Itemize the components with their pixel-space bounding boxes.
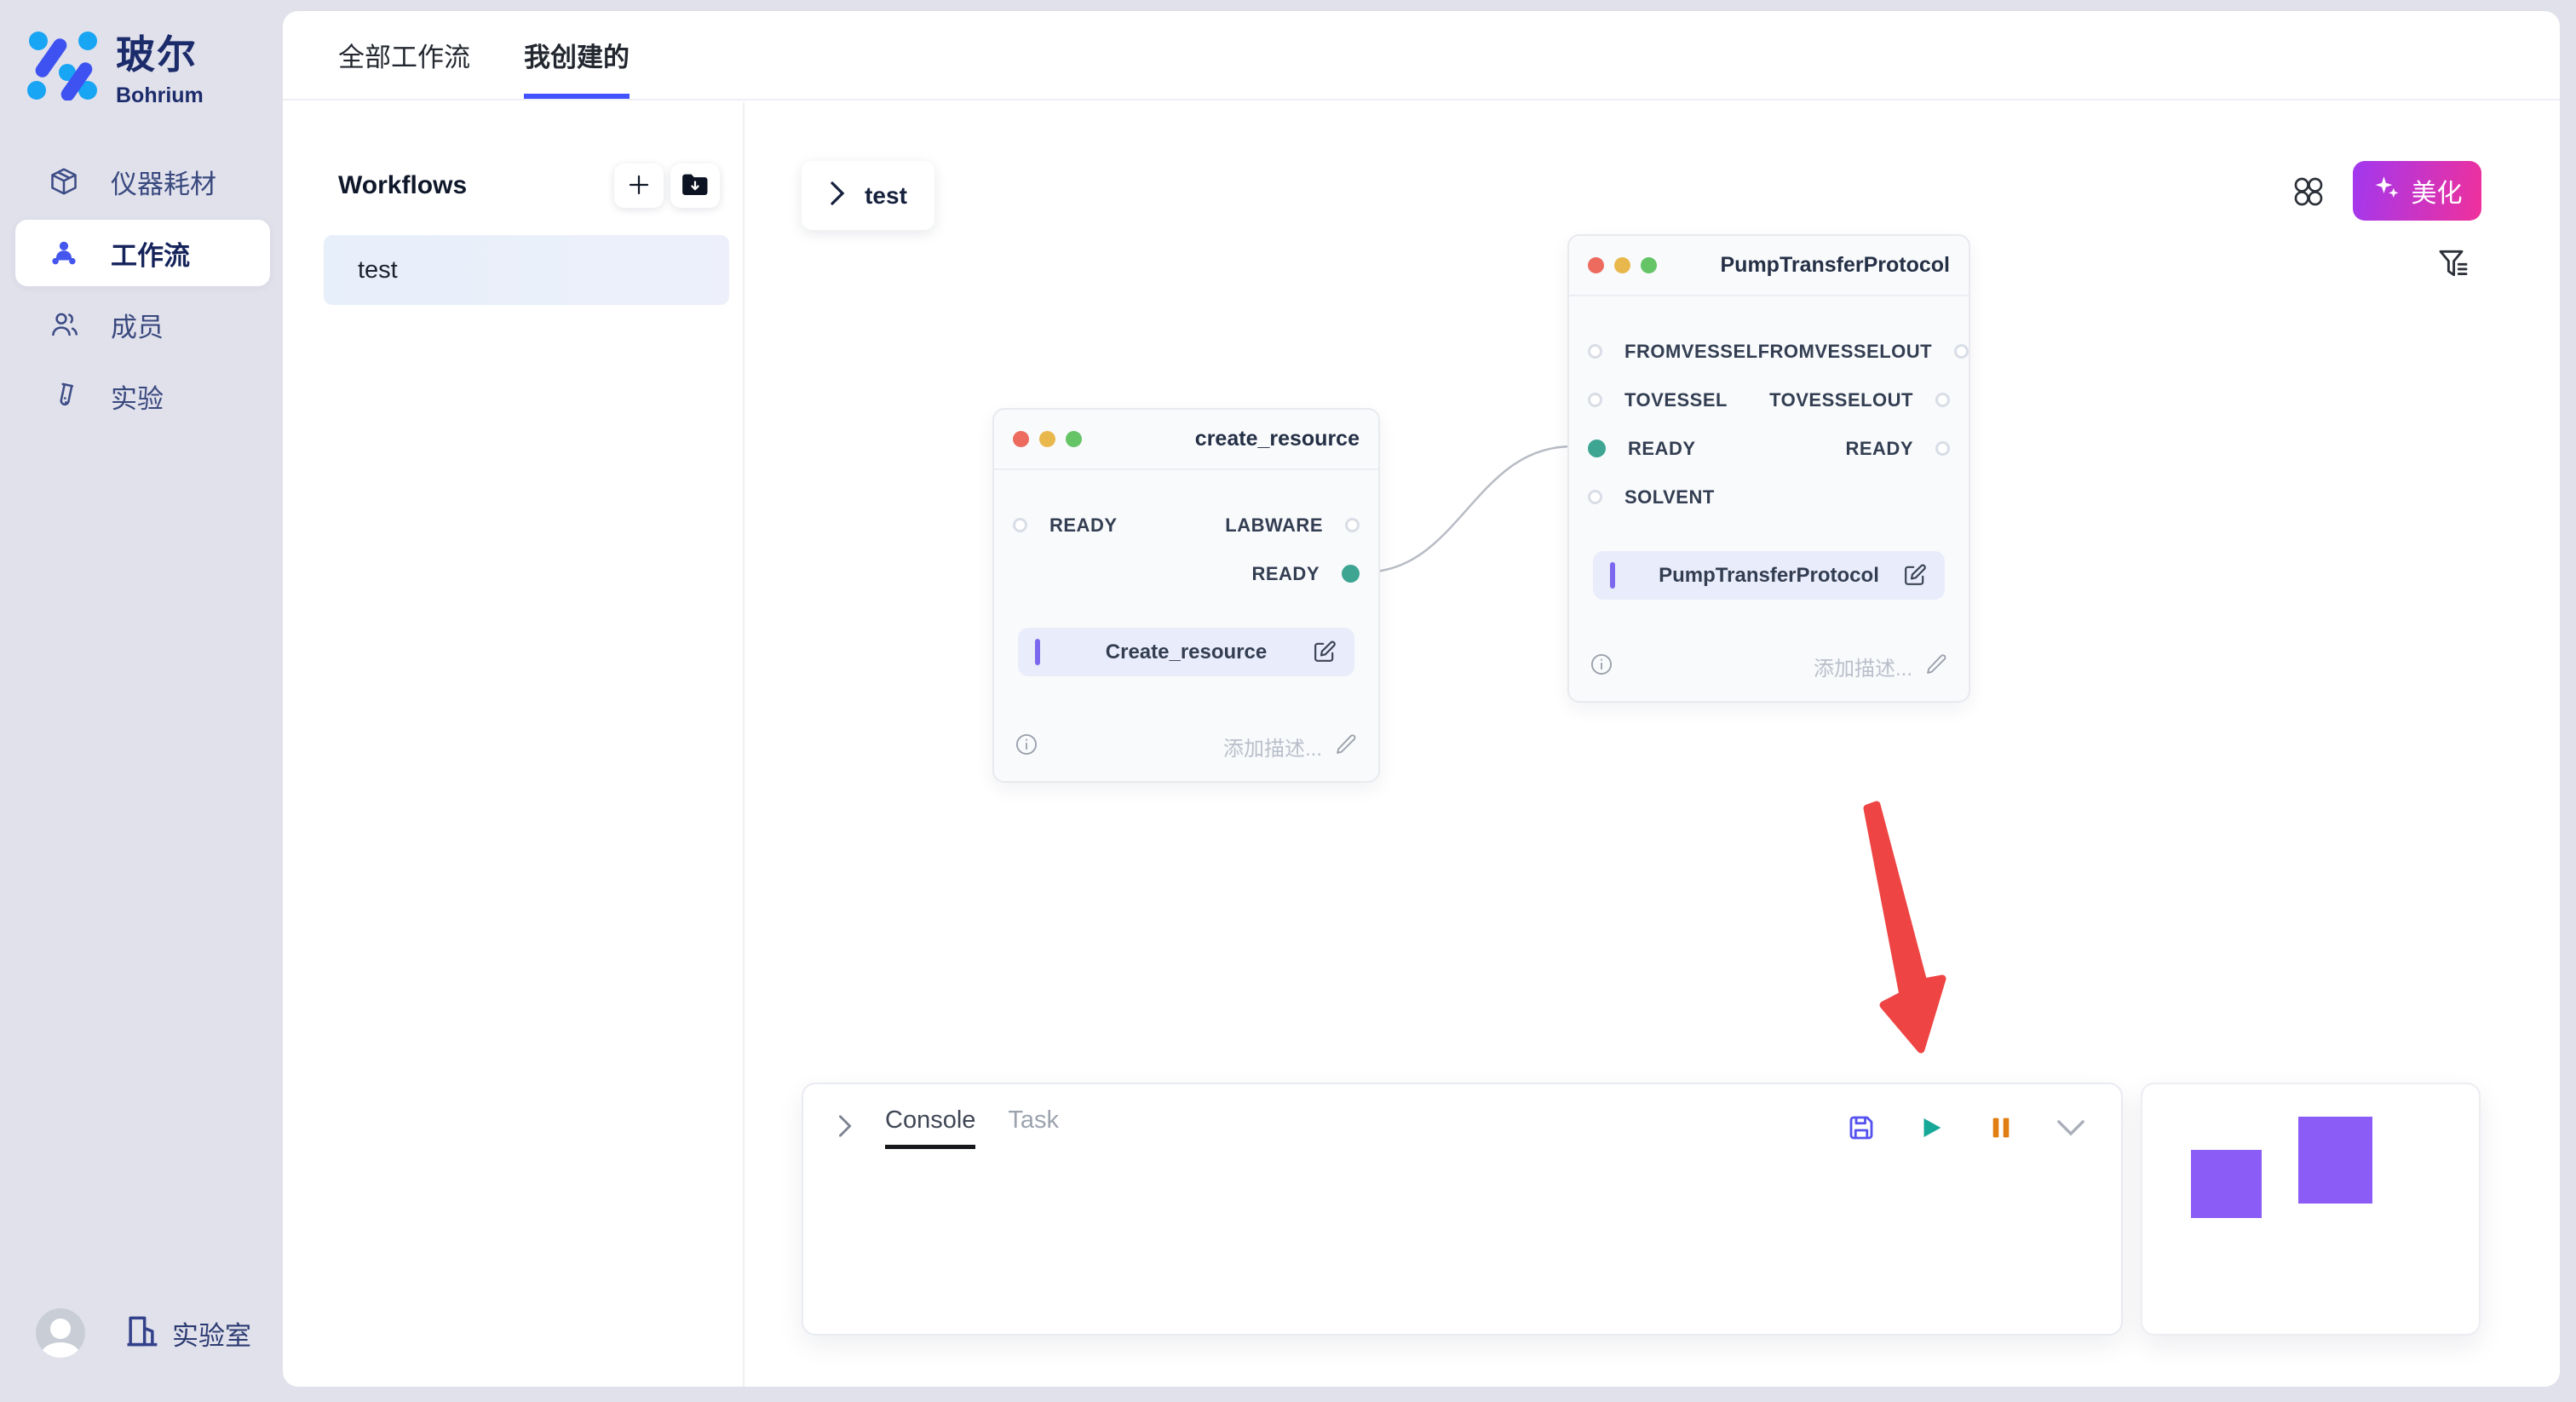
output-port-fromvesselout[interactable] xyxy=(1954,344,1969,359)
breadcrumb-label: test xyxy=(865,181,907,209)
tab-my-created[interactable]: 我创建的 xyxy=(524,11,630,99)
tab-task[interactable]: Task xyxy=(1008,1106,1060,1134)
lab-label: 实验室 xyxy=(172,1320,251,1351)
tab-console[interactable]: Console xyxy=(885,1106,976,1149)
package-box-icon xyxy=(49,165,79,198)
save-icon[interactable] xyxy=(1845,1112,1877,1144)
workflow-list-item[interactable]: test xyxy=(324,235,729,305)
sidebar-nav: 仪器耗材 工作流 xyxy=(0,143,283,434)
port-row: READY READY xyxy=(1569,424,1969,473)
brand-name-en: Bohrium xyxy=(116,83,204,107)
minimap-node-create-resource xyxy=(2191,1150,2262,1218)
output-port-ready[interactable] xyxy=(1935,441,1950,456)
pause-icon[interactable] xyxy=(1985,1112,2017,1144)
node-action-pill[interactable]: Create_resource xyxy=(1018,628,1354,676)
chevron-right-icon xyxy=(829,181,846,210)
info-icon[interactable] xyxy=(1590,652,1613,681)
collapse-chevron-icon[interactable] xyxy=(837,1114,853,1142)
dot-green xyxy=(1066,431,1082,447)
beautify-label: 美化 xyxy=(2411,180,2463,208)
workflow-group-icon xyxy=(49,237,79,269)
port-row: SOLVENT xyxy=(1569,473,1969,521)
add-workflow-button[interactable] xyxy=(614,164,664,208)
test-tube-icon xyxy=(49,380,79,412)
info-icon[interactable] xyxy=(1015,733,1038,761)
input-port-fromvessel[interactable] xyxy=(1588,344,1602,359)
port-row: TOVESSEL TOVESSELOUT xyxy=(1569,376,1969,424)
dot-yellow xyxy=(1039,431,1055,447)
port-row: FROMVESSEL FROMVESSELOUT xyxy=(1569,327,1969,376)
port-row: READY LABWARE xyxy=(994,501,1378,549)
dot-red xyxy=(1588,257,1604,273)
sidebar-item-label: 实验 xyxy=(111,383,164,414)
plus-icon xyxy=(626,172,652,200)
breadcrumb[interactable]: test xyxy=(802,161,934,230)
output-port-labware[interactable] xyxy=(1345,518,1360,532)
sidebar-item-label: 工作流 xyxy=(111,240,190,271)
tab-all-workflows[interactable]: 全部工作流 xyxy=(338,43,470,72)
dot-red xyxy=(1013,431,1029,447)
command-icon xyxy=(2291,175,2326,213)
sidebar-item-instruments[interactable]: 仪器耗材 xyxy=(15,148,270,215)
output-port-ready-connected[interactable] xyxy=(1342,565,1360,583)
description-placeholder[interactable]: 添加描述... xyxy=(1222,737,1322,761)
console-panel: Console Task xyxy=(802,1083,2123,1336)
pill-accent-bar xyxy=(1035,639,1040,665)
import-workflow-button[interactable] xyxy=(670,164,720,208)
brand-name-zh: 玻尔 xyxy=(116,32,198,77)
edit-icon[interactable] xyxy=(1311,639,1337,669)
node-create-resource[interactable]: create_resource READY LABWARE xyxy=(992,408,1380,783)
filter-button[interactable] xyxy=(2435,247,2471,283)
edit-icon[interactable] xyxy=(1901,562,1928,593)
port-row: READY xyxy=(994,549,1378,598)
node-title: PumpTransferProtocol xyxy=(1720,253,1951,277)
workflows-panel: Workflows xyxy=(283,102,745,1387)
sidebar-item-workflows[interactable]: 工作流 xyxy=(15,220,270,286)
filter-funnel-icon xyxy=(2436,246,2470,284)
sparkles-icon xyxy=(2372,173,2401,209)
node-action-pill[interactable]: PumpTransferProtocol xyxy=(1593,551,1945,600)
chevron-down-icon[interactable] xyxy=(2055,1112,2087,1144)
traffic-dots xyxy=(1588,257,1657,273)
bohrium-logo-icon xyxy=(26,27,99,105)
minimap-node-pump-transfer xyxy=(2298,1117,2372,1204)
sidebar-item-experiments[interactable]: 实验 xyxy=(15,363,270,429)
beautify-button[interactable]: 美化 xyxy=(2353,161,2481,221)
building-icon xyxy=(123,1312,160,1355)
main-panel: 全部工作流 我创建的 Workflows xyxy=(283,11,2560,1387)
sidebar-item-members[interactable]: 成员 xyxy=(15,291,270,358)
minimap[interactable] xyxy=(2141,1083,2481,1336)
traffic-dots xyxy=(1013,431,1082,447)
annotation-arrow xyxy=(1863,801,1946,1054)
input-port-solvent[interactable] xyxy=(1588,490,1602,504)
dot-yellow xyxy=(1614,257,1630,273)
workflows-title: Workflows xyxy=(338,171,468,199)
members-icon xyxy=(49,308,79,341)
sidebar: 玻尔 Bohrium 仪器耗材 xyxy=(0,0,283,1402)
input-port-tovessel[interactable] xyxy=(1588,393,1602,407)
folder-import-icon xyxy=(681,172,710,200)
pencil-icon[interactable] xyxy=(1334,733,1358,761)
input-port-ready-connected[interactable] xyxy=(1588,440,1606,457)
lab-switcher[interactable]: 实验室 xyxy=(123,1312,251,1355)
node-pump-transfer-protocol[interactable]: PumpTransferProtocol FROMVESSEL FROMVESS… xyxy=(1567,234,1970,703)
node-title: create_resource xyxy=(1194,427,1360,451)
sidebar-item-label: 成员 xyxy=(111,312,164,342)
user-avatar[interactable] xyxy=(36,1308,85,1358)
workflow-canvas[interactable]: test xyxy=(745,102,2560,1387)
dot-green xyxy=(1641,257,1657,273)
description-placeholder[interactable]: 添加描述... xyxy=(1813,657,1912,681)
run-play-icon[interactable] xyxy=(1915,1112,1947,1144)
sidebar-footer: 实验室 xyxy=(36,1308,251,1358)
pencil-icon[interactable] xyxy=(1924,652,1948,681)
sidebar-item-label: 仪器耗材 xyxy=(111,169,216,199)
workflow-tabs: 全部工作流 我创建的 xyxy=(283,11,2560,101)
layout-command-button[interactable] xyxy=(2291,175,2326,211)
output-port-tovesselout[interactable] xyxy=(1935,393,1950,407)
pill-accent-bar xyxy=(1610,562,1615,589)
brand: 玻尔 Bohrium xyxy=(26,24,204,108)
input-port-ready[interactable] xyxy=(1013,518,1027,532)
